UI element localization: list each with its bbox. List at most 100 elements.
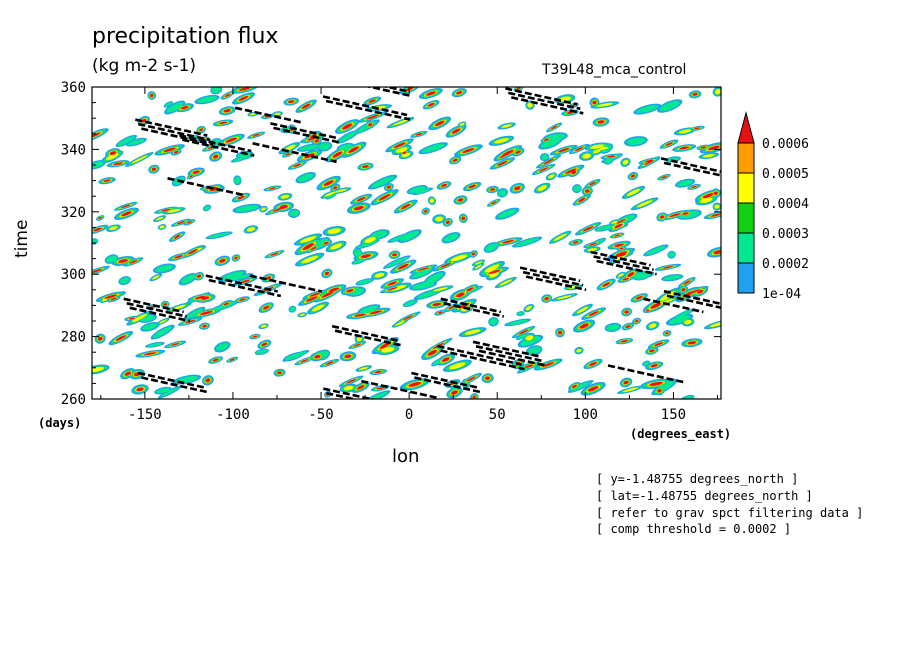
x-tick-label: 0 [405, 407, 413, 423]
precip-contour [232, 156, 249, 162]
wave-contour [478, 349, 546, 367]
precip-contour [127, 138, 145, 146]
precip-contour [318, 142, 331, 151]
precip-contour [147, 342, 163, 347]
wave-contour [129, 306, 190, 323]
precip-contour [176, 221, 185, 225]
colorbar-segment [737, 142, 755, 174]
precip-contour [450, 254, 468, 262]
precip-contour [285, 153, 291, 156]
precip-contour [457, 198, 464, 202]
precip-contour [354, 313, 366, 317]
precip-contour [452, 158, 458, 162]
precip-contour [524, 364, 534, 368]
precip-contour [596, 225, 614, 231]
precip-contour [293, 163, 302, 167]
precip-contour [199, 128, 203, 132]
precip-contour [121, 204, 131, 208]
precip-contour [517, 334, 527, 340]
precip-contour [353, 258, 365, 264]
precip-contour [456, 91, 463, 95]
precip-contour [151, 167, 157, 171]
precip-contour [180, 274, 196, 284]
wave-contour [234, 106, 302, 124]
precip-contour [437, 311, 443, 314]
precip-contour [385, 256, 408, 268]
precip-contour [379, 342, 391, 349]
wave-contour [663, 161, 721, 177]
wave-contour [593, 255, 654, 271]
precip-contour [443, 233, 459, 242]
annotation-1: [ y=-1.48755 degrees_north ] [596, 472, 799, 486]
precip-contour [713, 250, 721, 255]
precip-contour [596, 103, 614, 107]
precip-contour [411, 268, 433, 278]
precip-contour [159, 319, 167, 324]
precip-contour [599, 146, 609, 150]
precip-contour [342, 123, 352, 130]
precip-contour [310, 246, 317, 251]
precip-contour [525, 335, 534, 341]
precip-contour [649, 382, 663, 386]
precip-contour [474, 264, 482, 269]
precip-contour [378, 194, 391, 201]
precip-contour [472, 395, 476, 399]
precip-contour [415, 133, 423, 136]
precip-contour [362, 165, 369, 168]
precip-contour [459, 122, 465, 126]
precip-contour [118, 259, 128, 263]
y-tick-label: 360 [61, 80, 86, 96]
precip-contour [152, 275, 160, 280]
precip-contour [665, 332, 669, 335]
precip-contour [462, 148, 475, 153]
precip-contour [499, 279, 513, 286]
precip-contour [682, 212, 689, 215]
precip-contour [234, 256, 238, 260]
precip-contour [263, 305, 270, 310]
precip-contour [485, 376, 490, 380]
y-tick-label: 300 [61, 267, 86, 283]
wave-contour [323, 387, 377, 399]
precip-contour [497, 209, 517, 219]
precip-contour [200, 311, 213, 315]
colorbar-segment [737, 172, 755, 204]
precip-contour [374, 370, 382, 374]
precip-contour [239, 298, 246, 301]
precip-contour [121, 211, 132, 217]
precip-contour [713, 191, 718, 195]
precip-contour [324, 191, 336, 197]
colorbar-label: 0.0006 [762, 137, 809, 152]
precip-contour [334, 188, 347, 193]
precip-contour [441, 183, 447, 187]
wave-contour [643, 297, 704, 314]
precip-contour [186, 308, 204, 319]
precip-contour [302, 243, 314, 250]
precip-contour [235, 205, 259, 212]
precip-contour [448, 362, 466, 370]
precip-contour [615, 253, 626, 257]
precip-contour [261, 207, 266, 211]
precip-contour [645, 245, 667, 255]
precip-contour [163, 147, 176, 152]
precip-contour [550, 125, 558, 130]
precip-contour [323, 241, 329, 245]
precip-contour [109, 226, 118, 231]
wave-contour [382, 87, 408, 93]
precip-contour [687, 341, 697, 345]
precip-contour [659, 215, 665, 219]
precip-contour [585, 189, 590, 193]
precip-contour [101, 298, 108, 302]
precip-contour [223, 302, 230, 306]
precip-contour [272, 207, 284, 212]
precip-contour [325, 361, 334, 365]
precip-contour [566, 111, 574, 114]
wave-contour [660, 157, 721, 173]
precip-contour [699, 197, 713, 203]
precip-contour [506, 319, 529, 326]
precip-contour [166, 102, 184, 113]
precip-contour [679, 146, 690, 150]
precip-contour [644, 160, 654, 166]
precip-contour [442, 357, 450, 362]
precip-contour [414, 188, 432, 195]
precip-contour [314, 139, 319, 143]
